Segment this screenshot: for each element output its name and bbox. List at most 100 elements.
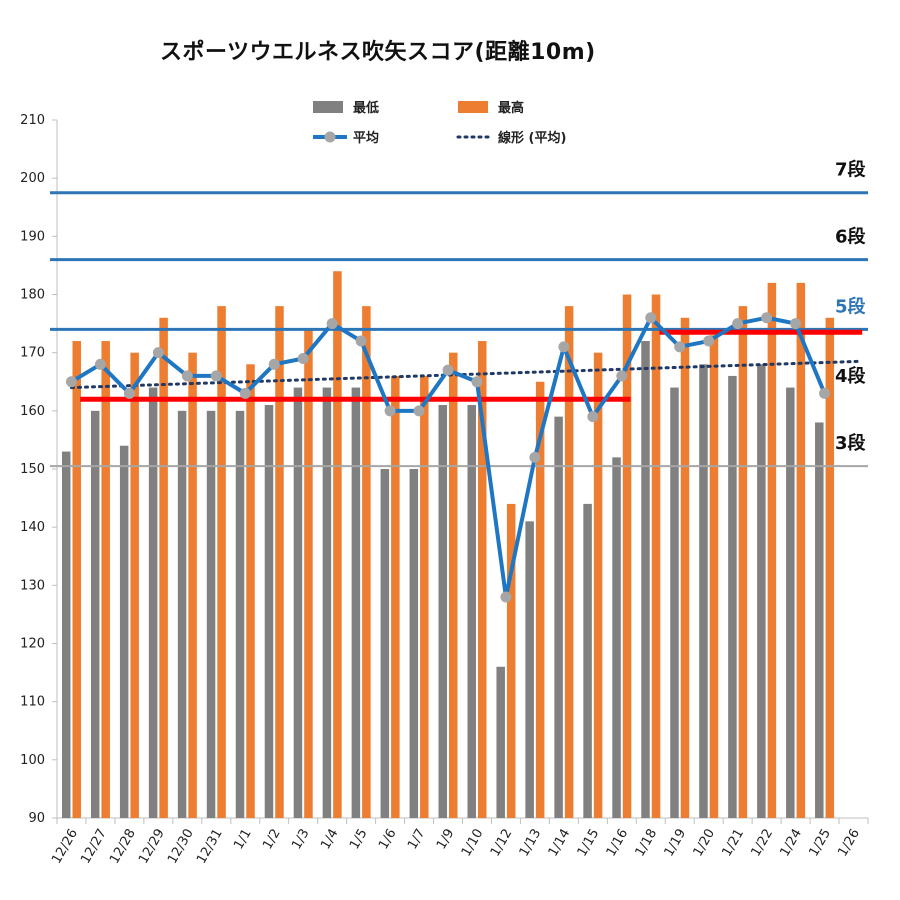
bar-max [304,329,313,818]
average-point [819,387,831,399]
x-tick-label: 1/24 [777,827,805,860]
average-point [239,387,251,399]
legend-label-max: 最高 [498,100,524,116]
x-tick-label: 1/14 [546,827,574,860]
x-tick-label: 1/3 [289,827,312,853]
average-point [297,352,309,364]
bar-max [130,352,139,818]
average-point [355,335,367,347]
x-tick-label: 1/21 [720,827,748,860]
average-point [210,370,222,382]
bar-min [322,387,332,818]
average-point [761,312,773,324]
x-tick-label: 12/31 [194,827,226,867]
bar-min [380,469,390,818]
y-tick-label: 100 [20,753,45,768]
x-tick-label: 1/22 [748,827,776,860]
dan-label: 3段 [835,432,867,454]
y-tick-label: 190 [20,229,45,244]
bar-max [651,294,661,818]
x-tick-label: 1/5 [347,827,370,853]
bar-max [449,352,458,818]
bar-min [351,387,361,818]
bar-min [670,387,679,818]
x-tick-label: 1/13 [517,827,545,860]
bar-min [148,387,158,818]
bar-max [738,306,748,818]
trendline [69,359,860,390]
average-point [413,405,425,417]
average-point [326,318,338,330]
average-point [558,341,570,353]
x-tick-label: 1/6 [376,827,399,853]
average-point [268,358,280,370]
y-tick-label: 140 [20,520,45,535]
bar-max [246,364,255,818]
x-tick-label: 1/7 [405,827,428,853]
average-point [442,364,454,376]
x-tick-label: 12/26 [49,827,81,867]
bar-min [61,451,71,818]
average-point [674,341,686,353]
bar-min [119,445,129,818]
bar-min [496,666,505,818]
x-tick-label: 12/29 [136,827,168,867]
dan-label: 7段 [835,159,867,181]
bar-min [293,387,303,818]
legend-label-trend: 線形 (平均) [498,130,566,146]
bar-min [90,410,100,818]
average-point [616,370,628,382]
y-tick-label: 150 [20,462,45,477]
bar-max [506,503,516,818]
bar-min [641,341,650,818]
bar-min [264,405,274,818]
average-point [471,376,483,388]
bar-max [825,317,835,818]
bar-max [680,317,690,818]
x-tick-label: 12/30 [165,827,197,867]
bar-max [709,335,719,818]
bar-max [101,341,110,818]
x-tick-label: 1/20 [691,827,719,860]
bar-max [72,341,81,818]
y-tick-label: 120 [20,637,45,652]
bar-min [554,416,563,818]
x-tick-label: 1/18 [633,827,661,860]
chart-title: スポーツウエルネス吹矢スコア(距離10m) [160,40,596,65]
bar-max [796,282,806,818]
bar-max [217,306,226,818]
bar-min [612,457,621,818]
bar-min [525,521,534,818]
average-point [645,312,657,324]
bar-min [235,410,245,818]
bar-max [391,375,400,818]
x-tick-label: 1/15 [575,827,603,860]
x-tick-label: 1/4 [318,827,341,853]
y-tick-label: 170 [20,346,45,361]
y-tick-label: 160 [20,404,45,419]
x-tick-label: 1/1 [231,827,254,853]
bar-min [583,503,592,818]
average-point [587,411,599,423]
bar-min [699,364,708,818]
average-point [703,335,715,347]
bar-min [815,422,824,818]
x-tick-label: 12/27 [78,827,110,867]
bar-max [593,352,603,818]
dan-label: 6段 [835,226,867,248]
bar-max [767,282,777,818]
legend-swatch-max [458,101,488,113]
y-tick-label: 200 [20,171,45,186]
y-tick-label: 90 [28,811,45,826]
average-point [790,318,802,330]
x-tick-label: 1/26 [835,827,863,860]
bar-min [177,410,187,818]
y-tick-label: 110 [20,695,45,710]
y-tick-label: 180 [20,288,45,303]
bar-max [188,352,197,818]
bar-min [438,405,448,818]
average-point [500,591,512,603]
bar-max [622,294,632,818]
y-tick-label: 130 [20,578,45,593]
